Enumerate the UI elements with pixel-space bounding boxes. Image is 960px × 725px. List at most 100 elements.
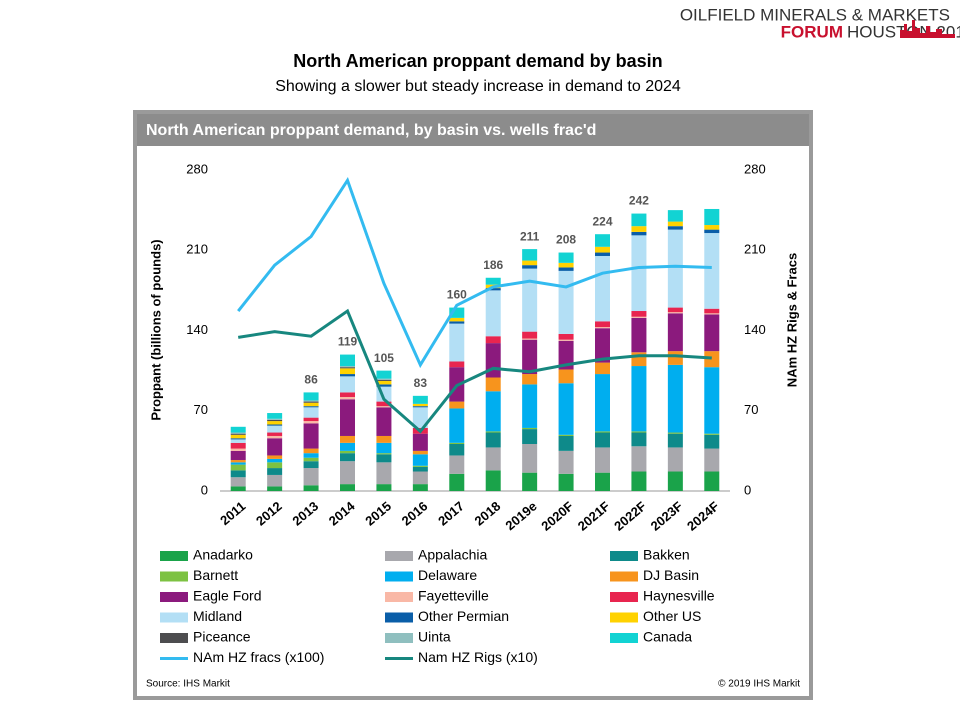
total-label: 208 [556,233,576,247]
bar-segment [340,399,355,436]
y2-tick-label: 140 [744,322,766,337]
bar-segment [522,265,538,269]
panel-header [137,114,809,146]
bar-segment [704,351,720,368]
bar-segment [340,484,355,491]
bar-segment [667,471,683,491]
bar-segment [558,340,574,370]
legend-label: DJ Basin [643,567,699,583]
y2-tick-label: 70 [744,402,758,417]
bar-segment [376,453,392,455]
bar-segment [267,462,283,469]
bar-segment [558,270,574,334]
bar-segment [667,447,683,472]
bar-segment [376,370,392,379]
bar-segment [376,442,392,454]
bar-segment [485,432,501,448]
bar-segment [704,367,720,434]
legend-swatch [610,592,638,602]
bar-segment [303,406,319,408]
bar-segment [267,486,283,491]
bar-segment [631,317,647,353]
bar-segment [667,221,683,227]
bar-segment [230,486,246,491]
legend-swatch [160,612,188,623]
bar-segment [558,450,574,474]
line-series [237,176,712,369]
legend-label: Appalachia [418,547,487,563]
bar-segment [631,316,647,318]
bar-segment [485,288,501,291]
bar-segment [667,210,683,222]
legend-label: Haynesville [643,588,715,604]
bar-segment [522,429,538,444]
legend-swatch [160,633,188,643]
bar-segment [522,338,538,340]
bar-segment [558,434,574,436]
bar-segment [595,252,610,256]
legend-label: Other Permian [418,608,509,624]
bar-segment [230,433,246,435]
bar-segment [303,421,319,424]
bar-segment [485,377,501,392]
bar-segment [340,461,355,485]
legend-swatch [385,612,413,623]
bar-segment [412,403,428,407]
bar-segment [267,455,283,459]
bar-segment [704,448,720,472]
chart-title: North American proppant demand, by basin… [146,122,596,139]
legend-label: Midland [193,608,242,624]
bar-segment [303,401,319,403]
panel [137,114,809,696]
bar-segment [267,438,283,456]
bar-segment [230,434,246,439]
bar-segment [522,443,538,473]
bar-segment [340,354,355,367]
bar-segment [340,374,355,377]
bar-segment [340,392,355,397]
bar-segment [340,366,355,368]
bar-segment [595,431,610,433]
bar-segment [230,470,246,478]
legend-label: Barnett [193,567,238,583]
bar-segment [449,361,465,368]
bar-segment [631,366,647,432]
legend-label: Uinta [418,629,451,645]
bar-segment [522,374,538,385]
bar-segment [340,450,355,454]
bar-segment [704,471,720,491]
bar-segment [376,384,392,387]
bar-segment [303,461,319,469]
bar-segment [303,448,319,454]
bar-segment [230,450,246,461]
bar-segment [595,234,610,247]
bar-segment [340,453,355,462]
bar-segment [267,418,283,420]
bar-segment [667,307,683,313]
bar-segment [267,474,283,487]
y-tick-label: 0 [201,482,208,497]
bar-segment [230,464,246,471]
bar-segment [595,327,610,329]
bar-segment [631,431,647,433]
y2-tick-label: 210 [744,242,766,257]
bar-segment [558,262,574,268]
y2-axis-label: NAm HZ Rigs & Fracs [784,253,799,387]
total-label: 105 [374,351,394,365]
bar-segment [558,333,574,340]
legend-label: Piceance [193,629,251,645]
legend-swatch [610,633,638,643]
line-series [237,308,712,434]
bar-segment [522,331,538,339]
bar-segment [485,391,501,432]
bar-segment [449,321,465,324]
bar-segment [412,471,428,485]
legend-swatch [160,592,188,602]
bar-segment [376,435,392,443]
bar-segment [230,442,246,449]
bar-segment [667,433,683,448]
bar-segment [522,268,538,332]
legend-label: NAm HZ fracs (x100) [193,649,324,665]
